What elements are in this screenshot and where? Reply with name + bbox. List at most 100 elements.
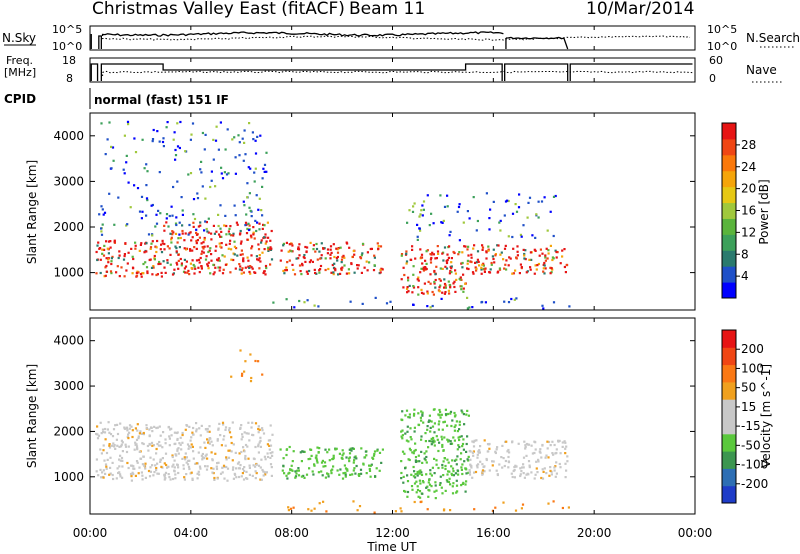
echo-cell (433, 457, 436, 460)
echo-cell (502, 457, 505, 460)
echo-cell (241, 372, 244, 375)
echo-cell (210, 451, 213, 454)
echo-cell (316, 258, 319, 261)
echo-cell (101, 428, 105, 431)
echo-cell (107, 258, 110, 261)
echo-cell (481, 300, 484, 304)
echo-cell (476, 456, 479, 459)
echo-cell (174, 442, 177, 445)
echo-cell (376, 449, 379, 452)
echo-cell (191, 122, 195, 125)
echo-cell (246, 227, 249, 230)
echo-cell (443, 508, 446, 511)
echo-cell (183, 258, 186, 261)
echo-cell (304, 245, 307, 249)
echo-cell (144, 467, 147, 470)
echo-cell (467, 254, 470, 257)
echo-cell (152, 458, 155, 461)
echo-cell (220, 166, 223, 169)
echo-cell (436, 250, 440, 253)
echo-cell (102, 431, 105, 434)
echo-cell (150, 204, 153, 207)
echo-cell (158, 260, 161, 264)
echo-cell (204, 454, 207, 457)
echo-cell (174, 148, 177, 152)
echo-cell (248, 266, 251, 269)
echo-cell (254, 359, 257, 363)
search-noise-line (102, 35, 691, 41)
echo-cell (404, 414, 407, 417)
echo-cell (409, 427, 412, 430)
echo-cell (553, 466, 556, 469)
colorbar-frame (721, 329, 737, 504)
echo-cell (432, 436, 435, 440)
echo-cell (430, 443, 433, 446)
echo-cell (192, 225, 195, 228)
echo-cell (149, 456, 152, 459)
echo-cell (181, 224, 184, 227)
echo-cell (193, 217, 197, 221)
echo-cell (443, 292, 446, 295)
echo-cell (474, 266, 477, 269)
echo-cell (513, 476, 516, 479)
echo-cell (420, 473, 424, 476)
echo-cell (545, 247, 548, 250)
echo-cell (160, 243, 163, 246)
echo-cell (498, 267, 501, 270)
echo-cell (217, 266, 220, 269)
echo-cell (520, 235, 523, 238)
echo-cell (127, 123, 130, 126)
echo-cell (137, 435, 140, 438)
echo-cell (446, 438, 449, 441)
colorbar-swatch (722, 381, 736, 400)
colorbar-swatch (722, 234, 736, 251)
echo-cell (127, 433, 130, 436)
echo-cell (416, 278, 419, 281)
echo-cell (177, 471, 180, 475)
echo-cell (368, 467, 371, 471)
echo-cell (140, 275, 143, 278)
echo-cell (496, 244, 499, 247)
echo-cell (414, 459, 417, 462)
echo-cell (315, 242, 318, 246)
echo-cell (195, 239, 198, 243)
echo-cell (511, 212, 515, 215)
echo-cell (433, 444, 436, 447)
echo-cell (191, 431, 194, 434)
echo-cell (484, 301, 487, 304)
echo-cell (263, 170, 266, 173)
freq-label-line2: [MHz] (4, 66, 36, 79)
echo-cell (267, 246, 270, 249)
echo-cell (170, 238, 173, 241)
echo-cell (188, 232, 191, 235)
echo-cell (215, 465, 218, 468)
echo-cell (427, 481, 430, 484)
colorbar-swatch (722, 364, 736, 383)
echo-cell (543, 272, 546, 275)
echo-cell (454, 472, 457, 475)
echo-cell (268, 439, 272, 442)
echo-cell (550, 473, 553, 476)
echo-cell (492, 200, 495, 203)
echo-cell (331, 458, 334, 461)
echo-cell (152, 128, 155, 132)
echo-cell (373, 511, 376, 514)
echo-cell (130, 479, 133, 482)
echo-cell (149, 470, 152, 473)
echo-cell (425, 486, 428, 489)
echo-cell (309, 241, 312, 244)
echo-cell (122, 168, 125, 171)
echo-cell (453, 280, 456, 283)
echo-cell (225, 243, 228, 246)
echo-cell (202, 251, 205, 254)
echo-cell (255, 255, 258, 258)
echo-cell (416, 474, 419, 477)
echo-cell (197, 258, 201, 261)
echo-cell (453, 425, 456, 429)
echo-cell (116, 467, 119, 470)
echo-cell (297, 474, 301, 477)
echo-cell (460, 285, 463, 288)
echo-cell (437, 428, 440, 431)
echo-cell (504, 263, 507, 266)
echo-cell (426, 428, 429, 431)
